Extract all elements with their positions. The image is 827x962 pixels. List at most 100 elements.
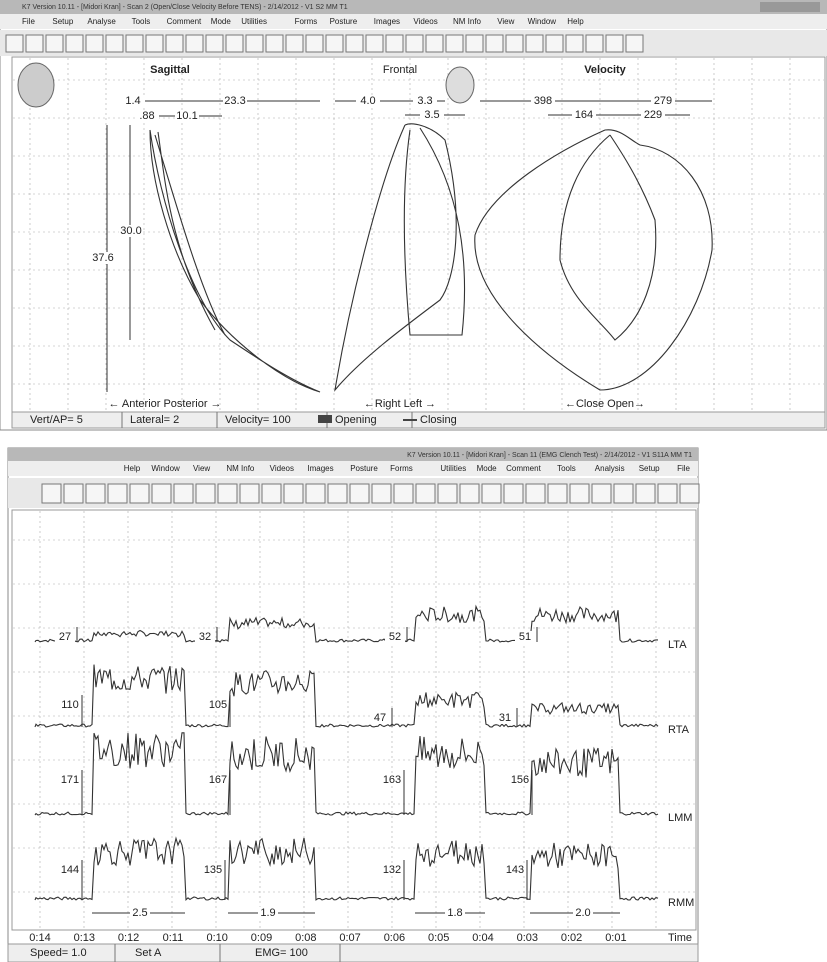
toolbar-button[interactable] [285, 34, 304, 53]
window-controls[interactable] [760, 2, 820, 12]
toolbar-button[interactable] [565, 34, 584, 53]
menu-item[interactable]: Utilities [241, 17, 267, 26]
toolbar-button[interactable] [225, 34, 244, 53]
toolbar-button[interactable] [481, 483, 502, 504]
toolbar-button[interactable] [349, 483, 370, 504]
toolbar-button[interactable] [525, 34, 544, 53]
menu-item[interactable]: Posture [330, 17, 358, 26]
toolbar-button[interactable] [547, 483, 568, 504]
toolbar-button[interactable] [591, 483, 612, 504]
menu-item[interactable]: Forms [295, 17, 318, 26]
toolbar-button[interactable] [371, 483, 392, 504]
toolbar-button[interactable] [465, 34, 484, 53]
toolbar-button[interactable] [525, 483, 546, 504]
menu-item[interactable]: Analyse [87, 17, 116, 26]
toolbar-button[interactable] [85, 483, 106, 504]
toolbar-button[interactable] [585, 34, 604, 53]
toolbar-button[interactable] [445, 34, 464, 53]
toolbar-button[interactable] [305, 483, 326, 504]
toolbar-button[interactable] [405, 34, 424, 53]
toolbar-button[interactable] [151, 483, 172, 504]
channel-label: RTA [668, 724, 690, 736]
toolbar-button[interactable] [657, 483, 678, 504]
toolbar-button[interactable] [107, 483, 128, 504]
menu-item[interactable]: File [22, 17, 35, 26]
toolbar-button[interactable] [327, 483, 348, 504]
menu-item[interactable]: Setup [52, 17, 73, 26]
menu-item[interactable]: Forms [390, 464, 413, 473]
label-bg [515, 631, 535, 643]
toolbar-button[interactable] [145, 34, 164, 53]
toolbar-button[interactable] [85, 34, 104, 53]
menu-item[interactable]: Setup [639, 464, 660, 473]
toolbar-button[interactable] [425, 34, 444, 53]
toolbar-button[interactable] [165, 34, 184, 53]
toolbar-button[interactable] [545, 34, 564, 53]
toolbar-button[interactable] [605, 34, 624, 53]
toolbar-button[interactable] [265, 34, 284, 53]
menu-item[interactable]: View [193, 464, 210, 473]
menu-item[interactable]: Mode [477, 464, 498, 473]
menu-item[interactable]: Comment [167, 17, 202, 26]
menu-item[interactable]: Mode [211, 17, 232, 26]
menu-item[interactable]: Images [374, 17, 400, 26]
toolbar-button[interactable] [45, 34, 64, 53]
toolbar-button[interactable] [41, 483, 62, 504]
menu-item[interactable]: Window [528, 17, 557, 26]
toolbar-button[interactable] [125, 34, 144, 53]
toolbar-button[interactable] [105, 34, 124, 53]
channel-label: LTA [668, 639, 687, 651]
toolbar-button[interactable] [63, 483, 84, 504]
menu-item[interactable]: Posture [350, 464, 378, 473]
toolbar-button[interactable] [393, 483, 414, 504]
toolbar-button[interactable] [173, 483, 194, 504]
toolbar-button[interactable] [459, 483, 480, 504]
menu-item[interactable]: Tools [557, 464, 576, 473]
menu-item[interactable]: Analysis [595, 464, 625, 473]
menu-item[interactable]: Images [307, 464, 333, 473]
toolbar-button[interactable] [345, 34, 364, 53]
menu-item[interactable]: NM Info [226, 464, 255, 473]
toolbar-button[interactable] [485, 34, 504, 53]
toolbar-button[interactable] [385, 34, 404, 53]
toolbar-button[interactable] [613, 483, 634, 504]
menu-item[interactable]: Tools [132, 17, 151, 26]
menu-item[interactable]: File [677, 464, 690, 473]
toolbar-button[interactable] [245, 34, 264, 53]
menu-item[interactable]: View [497, 17, 514, 26]
menu-item[interactable]: Comment [506, 464, 541, 473]
toolbar-button[interactable] [635, 483, 656, 504]
toolbar-button[interactable] [503, 483, 524, 504]
menu-item[interactable]: Utilities [440, 464, 466, 473]
toolbar-button[interactable] [129, 483, 150, 504]
axis-label: ← Anterior Posterior → [108, 398, 221, 410]
label-bg [495, 712, 515, 724]
toolbar-button[interactable] [239, 483, 260, 504]
toolbar-button[interactable] [415, 483, 436, 504]
menu-item[interactable]: NM Info [453, 17, 482, 26]
menu-item[interactable]: Window [151, 464, 180, 473]
menu-item[interactable]: Videos [270, 464, 294, 473]
toolbar-button[interactable] [305, 34, 324, 53]
toolbar-button[interactable] [365, 34, 384, 53]
toolbar-button[interactable] [437, 483, 458, 504]
toolbar-button[interactable] [679, 483, 700, 504]
toolbar-button[interactable] [195, 483, 216, 504]
toolbar-button[interactable] [65, 34, 84, 53]
toolbar-button[interactable] [505, 34, 524, 53]
toolbar-button[interactable] [185, 34, 204, 53]
toolbar-button[interactable] [625, 34, 644, 53]
toolbar-button[interactable] [5, 34, 24, 53]
toolbar-button[interactable] [283, 483, 304, 504]
toolbar-button[interactable] [205, 34, 224, 53]
toolbar-button[interactable] [261, 483, 282, 504]
toolbar-button[interactable] [569, 483, 590, 504]
toolbar-button[interactable] [25, 34, 44, 53]
menu-item[interactable]: Videos [413, 17, 437, 26]
toolbar-button[interactable] [217, 483, 238, 504]
menu-item[interactable]: Help [567, 17, 584, 26]
head-icon [17, 62, 55, 108]
toolbar-button[interactable] [325, 34, 344, 53]
time-label: 0:13 [74, 932, 95, 944]
menu-item[interactable]: Help [124, 464, 141, 473]
